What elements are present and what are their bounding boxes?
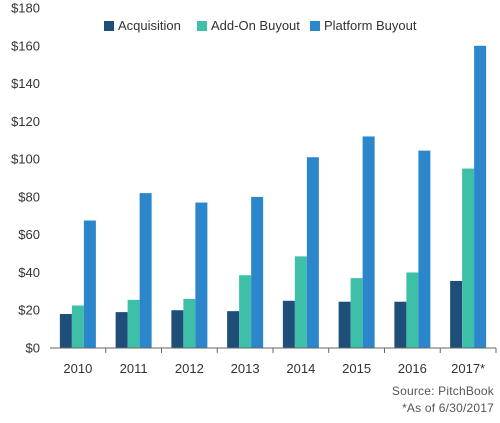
x-tick-label: 2017* bbox=[451, 361, 485, 376]
bar-add-on-buyout bbox=[127, 299, 140, 348]
x-tick-label: 2010 bbox=[63, 361, 92, 376]
bar-add-on-buyout bbox=[71, 305, 84, 348]
x-tick-label: 2013 bbox=[231, 361, 260, 376]
bar-platform-buyout bbox=[474, 45, 487, 349]
y-tick-label: $100 bbox=[11, 152, 40, 167]
y-tick-label: $160 bbox=[11, 38, 40, 53]
y-tick-label: $120 bbox=[11, 114, 40, 129]
bar-acquisition bbox=[394, 301, 407, 348]
x-tick-label: 2016 bbox=[398, 361, 427, 376]
legend-swatch bbox=[104, 21, 114, 31]
legend-label: Acquisition bbox=[118, 18, 181, 33]
bar-platform-buyout bbox=[362, 136, 375, 348]
y-tick-label: $0 bbox=[26, 341, 40, 356]
bar-add-on-buyout bbox=[294, 256, 307, 348]
legend-label: Platform Buyout bbox=[324, 18, 417, 33]
bar-add-on-buyout bbox=[462, 168, 475, 348]
bar-platform-buyout bbox=[139, 193, 152, 348]
y-tick-label: $180 bbox=[11, 1, 40, 16]
y-tick-label: $140 bbox=[11, 76, 40, 91]
bar-platform-buyout bbox=[83, 220, 96, 348]
bars bbox=[59, 45, 487, 349]
bar-add-on-buyout bbox=[406, 272, 419, 348]
bar-acquisition bbox=[59, 314, 72, 348]
bar-add-on-buyout bbox=[350, 278, 363, 348]
bar-platform-buyout bbox=[251, 196, 264, 348]
x-tick-label: 2015 bbox=[342, 361, 371, 376]
x-tick-label: 2014 bbox=[286, 361, 315, 376]
bar-platform-buyout bbox=[306, 157, 319, 348]
y-axis: $0 $20 $40 $60 $80 $100 $120 $140 $160 $180 bbox=[11, 1, 40, 356]
as-of-note: *As of 6/30/2017 bbox=[402, 401, 494, 415]
x-tick-label: 2011 bbox=[120, 361, 148, 376]
x-tick-label: 2012 bbox=[175, 361, 204, 376]
y-tick-label: $80 bbox=[18, 189, 40, 204]
bar-acquisition bbox=[171, 310, 184, 348]
y-tick-label: $60 bbox=[18, 227, 40, 242]
legend-item: Platform Buyout bbox=[310, 18, 417, 33]
bar-platform-buyout bbox=[195, 202, 208, 348]
legend-swatch bbox=[310, 21, 320, 31]
legend-label: Add-On Buyout bbox=[211, 18, 300, 33]
bar-acquisition bbox=[227, 311, 240, 348]
y-tick-label: $40 bbox=[18, 265, 40, 280]
legend-item: Add-On Buyout bbox=[197, 18, 300, 33]
bar-platform-buyout bbox=[418, 150, 431, 348]
y-tick-label: $20 bbox=[18, 303, 40, 318]
bar-acquisition bbox=[450, 280, 463, 348]
legend-swatch bbox=[197, 21, 207, 31]
legend-item: Acquisition bbox=[104, 18, 181, 33]
legend: Acquisition Add-On Buyout Platform Buyout bbox=[104, 18, 417, 33]
bar-acquisition bbox=[338, 301, 351, 348]
bar-add-on-buyout bbox=[239, 275, 252, 348]
bar-add-on-buyout bbox=[183, 298, 196, 348]
bar-acquisition bbox=[282, 300, 295, 348]
bar-acquisition bbox=[115, 312, 128, 348]
x-axis: 2010 2011 2012 2013 2014 2015 2016 2017* bbox=[50, 347, 497, 376]
source-note: Source: PitchBook bbox=[391, 384, 494, 398]
